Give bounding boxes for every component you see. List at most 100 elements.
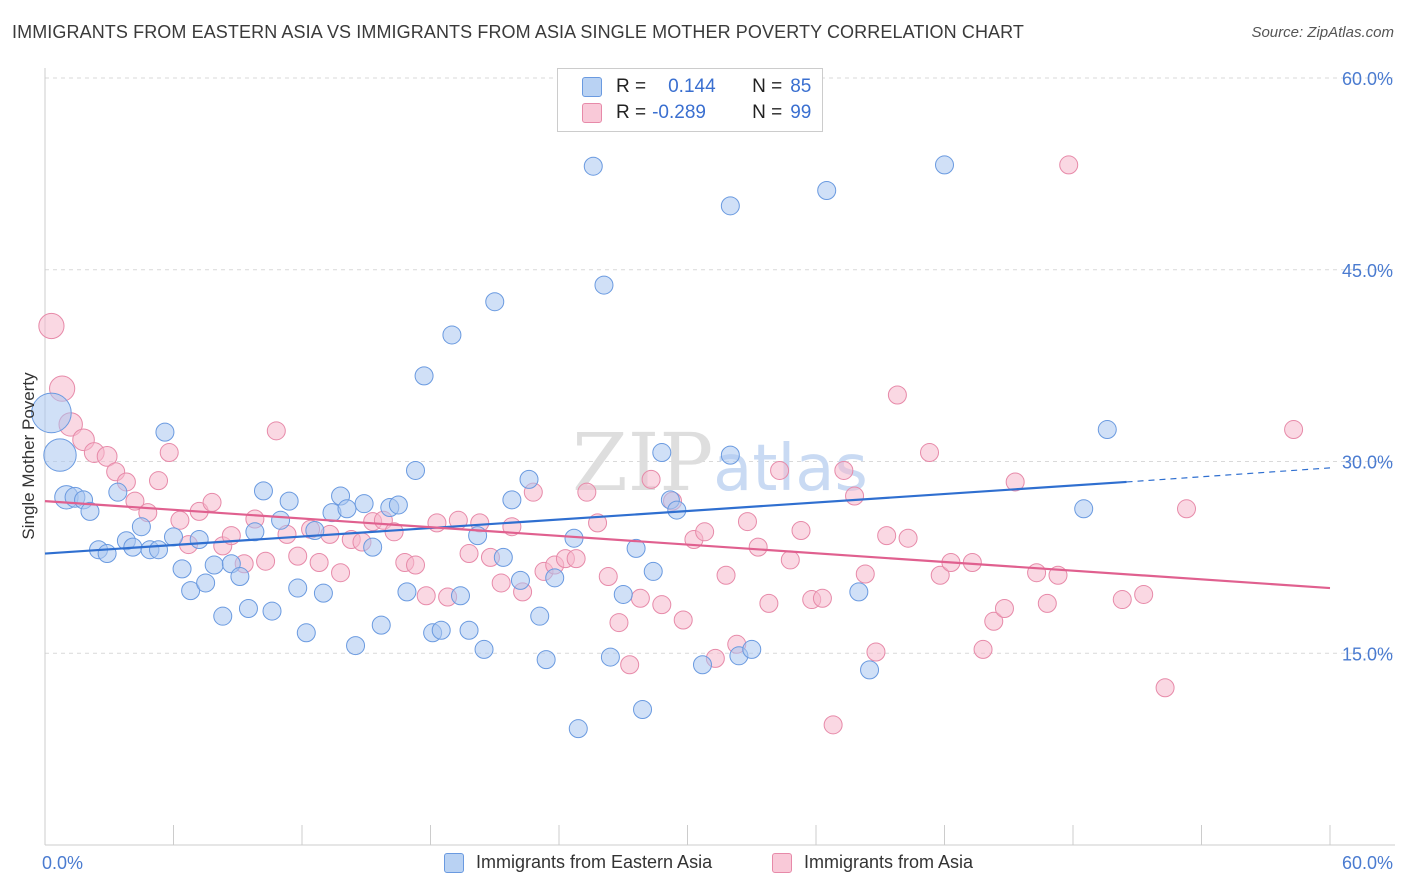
data-point-asia	[930, 565, 950, 585]
data-point-eastern-asia	[213, 606, 233, 626]
data-point-eastern-asia	[196, 573, 216, 593]
y-tick-label: 30.0%	[1342, 453, 1393, 473]
data-point-eastern-asia	[450, 586, 470, 606]
data-point-eastern-asia	[510, 570, 530, 590]
data-point-asia	[887, 385, 907, 405]
data-point-asia	[973, 639, 993, 659]
y-tick-label: 45.0%	[1342, 261, 1393, 281]
legend-r-value-1: 0.144	[668, 76, 716, 97]
data-point-eastern-asia	[279, 491, 299, 511]
data-point-asia	[1284, 420, 1304, 440]
data-point-eastern-asia	[1074, 499, 1094, 519]
correlation-legend: R = 0.144 N = 85 R = -0.289 N = 99	[557, 68, 823, 132]
data-point-eastern-asia	[530, 606, 550, 626]
watermark: ZIPatlas	[572, 416, 868, 509]
source-label: Source: ZipAtlas.com	[1251, 24, 1394, 41]
data-point-asia	[994, 599, 1014, 619]
data-point-asia	[898, 528, 918, 548]
data-point-asia	[566, 549, 586, 569]
data-point-eastern-asia	[172, 559, 192, 579]
legend-swatch-pink	[582, 103, 602, 123]
data-point-eastern-asia	[149, 540, 169, 560]
data-point-asia	[641, 469, 661, 489]
series-legend: Immigrants from Eastern Asia Immigrants …	[0, 852, 1406, 878]
data-point-eastern-asia	[204, 555, 224, 575]
data-point-eastern-asia	[262, 601, 282, 621]
legend-n-label: N =	[752, 76, 783, 97]
data-point-eastern-asia	[155, 422, 175, 442]
data-point-eastern-asia	[371, 615, 391, 635]
legend-swatch-pink	[772, 852, 792, 873]
data-point-asia	[737, 512, 757, 532]
data-point-asia	[630, 588, 650, 608]
trend-line-asia	[44, 500, 1331, 590]
data-point-eastern-asia	[502, 490, 522, 510]
data-point-asia	[149, 471, 169, 491]
data-point-asia	[823, 715, 843, 735]
data-point-eastern-asia	[230, 567, 250, 587]
data-point-eastern-asia	[313, 583, 333, 603]
data-point-eastern-asia	[594, 275, 614, 295]
data-point-eastern-asia	[80, 501, 100, 521]
x-tick-label: 60.0%	[1342, 853, 1393, 873]
data-point-eastern-asia	[626, 538, 646, 558]
legend-n-value-2: 99	[790, 102, 812, 123]
data-point-eastern-asia	[1097, 420, 1117, 440]
data-point-asia	[673, 610, 693, 630]
data-point-eastern-asia	[720, 196, 740, 216]
data-point-eastern-asia	[296, 623, 316, 643]
data-point-eastern-asia	[442, 325, 462, 345]
trend-line-eastern-asia	[44, 480, 1127, 555]
data-point-eastern-asia	[397, 582, 417, 602]
y-tick-label: 15.0%	[1342, 644, 1393, 664]
data-point-asia	[1155, 678, 1175, 698]
data-point-eastern-asia	[536, 650, 556, 670]
data-point-eastern-asia	[545, 568, 565, 588]
data-point-eastern-asia	[253, 481, 273, 501]
data-point-eastern-asia	[43, 438, 77, 472]
legend-swatch-blue	[444, 852, 464, 873]
data-point-asia	[331, 563, 351, 583]
data-point-asia	[202, 492, 222, 512]
data-point-eastern-asia	[238, 599, 258, 619]
data-point-asia	[96, 445, 118, 467]
chart-title: IMMIGRANTS FROM EASTERN ASIA VS IMMIGRAN…	[12, 22, 1025, 42]
data-point-asia	[748, 537, 768, 557]
data-point-asia	[652, 595, 672, 615]
data-point-eastern-asia	[431, 620, 451, 640]
y-axis-title: Single Mother Poverty	[19, 372, 38, 540]
legend-item-eastern-asia: Immigrants from Eastern Asia	[444, 852, 712, 873]
data-point-eastern-asia	[459, 620, 479, 640]
x-tick-labels: 0.0% 60.0%	[42, 853, 1393, 873]
data-point-asia	[38, 312, 65, 340]
data-point-eastern-asia	[414, 366, 434, 386]
legend-r-label: R =	[616, 102, 647, 123]
data-point-eastern-asia	[742, 639, 762, 659]
data-point-asia	[125, 491, 145, 511]
data-point-eastern-asia	[388, 495, 408, 515]
data-point-asia	[577, 482, 597, 502]
data-point-eastern-asia	[613, 584, 633, 604]
legend-label-eastern-asia: Immigrants from Eastern Asia	[476, 852, 713, 872]
data-point-eastern-asia	[643, 561, 663, 581]
data-point-asia	[855, 564, 875, 584]
data-point-asia	[620, 655, 640, 675]
data-point-eastern-asia	[245, 522, 265, 542]
data-point-asia	[877, 526, 897, 546]
trend-lines	[44, 467, 1331, 590]
data-point-eastern-asia	[692, 655, 712, 675]
data-point-asia	[759, 593, 779, 613]
data-point-asia	[609, 613, 629, 633]
legend-n-label: N =	[752, 102, 783, 123]
data-point-eastern-asia	[568, 719, 588, 739]
data-point-asia	[845, 486, 865, 506]
data-point-eastern-asia	[97, 544, 117, 564]
legend-n-value-1: 85	[790, 76, 812, 97]
data-point-eastern-asia	[633, 699, 653, 719]
data-point-eastern-asia	[164, 527, 183, 547]
data-point-eastern-asia	[31, 392, 72, 434]
data-point-eastern-asia	[354, 494, 374, 514]
data-point-asia	[1037, 593, 1057, 613]
data-point-eastern-asia	[485, 292, 505, 312]
